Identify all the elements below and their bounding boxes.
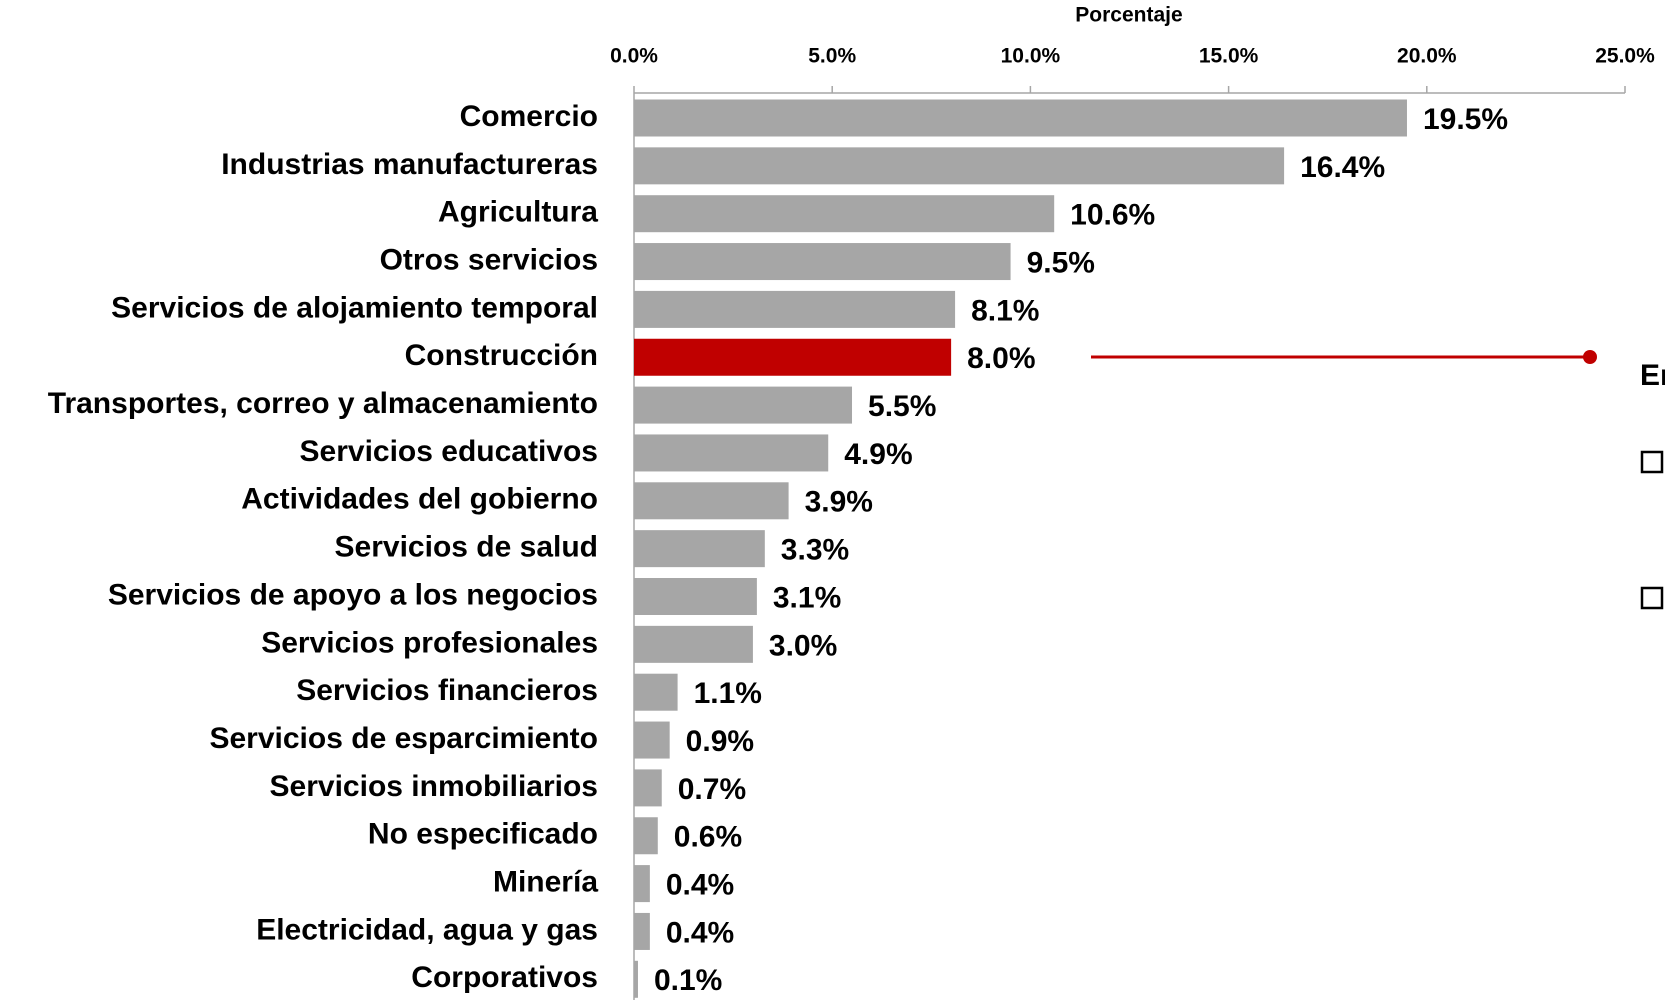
y-tick-label: Minería: [493, 866, 598, 899]
bar: [634, 865, 650, 903]
value-label: 0.4%: [666, 869, 734, 902]
bar: [634, 578, 757, 615]
value-label: 3.0%: [769, 629, 837, 662]
bar: [634, 338, 952, 376]
y-tick-label: Otros servicios: [380, 243, 598, 276]
bar: [634, 243, 1011, 281]
y-tick-label: Servicios de apoyo a los negocios: [108, 578, 598, 611]
value-label: 3.9%: [805, 486, 873, 519]
bar: [634, 625, 753, 663]
y-tick-label: Servicios profesionales: [261, 626, 598, 659]
callout-dot: [1583, 350, 1597, 364]
y-tick-label: Construcción: [405, 339, 598, 372]
bar: [634, 912, 650, 950]
bar: [634, 769, 662, 807]
x-tick-label: 20.0%: [1397, 45, 1457, 68]
value-label: 0.7%: [678, 773, 746, 806]
annotation: En: [1640, 359, 1665, 392]
y-tick-label: Servicios de esparcimiento: [209, 722, 598, 755]
y-tick-label: Servicios de alojamiento temporal: [111, 291, 598, 324]
y-tick-label: Servicios de salud: [335, 531, 598, 564]
value-label: 8.1%: [971, 294, 1039, 327]
value-label: 8.0%: [967, 342, 1035, 375]
bar: [634, 721, 670, 759]
x-tick-label: 10.0%: [1001, 45, 1061, 68]
value-label: 3.3%: [781, 534, 849, 567]
value-label: 4.9%: [844, 438, 912, 471]
value-label: 0.4%: [666, 916, 734, 949]
bar: [634, 99, 1407, 137]
value-label: 3.1%: [773, 581, 841, 614]
value-label: 0.9%: [686, 725, 754, 758]
value-label: 0.6%: [674, 821, 742, 854]
bar: [634, 195, 1055, 233]
bar: [634, 482, 789, 520]
value-label: 10.6%: [1070, 199, 1155, 232]
checkbox-icon: [1640, 586, 1664, 610]
y-tick-label: Agricultura: [438, 196, 598, 229]
x-tick-label: 0.0%: [610, 45, 658, 68]
value-label: 1.1%: [694, 677, 762, 710]
value-label: 5.5%: [868, 390, 936, 423]
bar: [634, 386, 853, 424]
bar: [634, 434, 829, 472]
value-label: 19.5%: [1423, 103, 1508, 136]
y-tick-label: Servicios inmobiliarios: [270, 770, 598, 803]
bar: [634, 290, 956, 328]
x-axis-title: Porcentaje: [1075, 4, 1182, 27]
bar: [634, 673, 678, 711]
x-tick-label: 5.0%: [808, 45, 856, 68]
y-tick-label: Servicios educativos: [300, 435, 598, 468]
bar: [634, 530, 765, 568]
checkbox-icon: [1640, 450, 1664, 474]
y-tick-label: Corporativos: [411, 961, 598, 994]
value-label: 0.1%: [654, 964, 722, 997]
y-tick-label: Servicios financieros: [296, 674, 598, 707]
value-label: 16.4%: [1300, 151, 1385, 184]
x-tick-label: 25.0%: [1595, 45, 1655, 68]
bar: [634, 817, 658, 855]
y-tick-label: Actividades del gobierno: [241, 483, 598, 516]
value-label: 9.5%: [1027, 246, 1095, 279]
bar: [634, 147, 1285, 185]
bar: [634, 960, 638, 998]
x-tick-label: 15.0%: [1199, 45, 1259, 68]
y-tick-label: No especificado: [368, 818, 598, 851]
y-tick-label: Transportes, correo y almacenamiento: [48, 387, 598, 420]
y-tick-label: Industrias manufactureras: [221, 148, 598, 181]
y-tick-label: Comercio: [460, 100, 598, 133]
y-tick-label: Electricidad, agua y gas: [256, 913, 598, 946]
